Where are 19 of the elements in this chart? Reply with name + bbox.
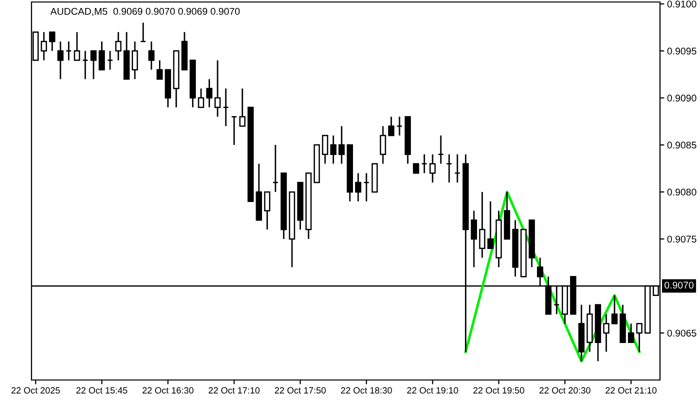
y-tick-label: 0.9100 <box>667 0 696 8</box>
x-tick-label: 22 Oct 15:45 <box>76 387 128 394</box>
x-tick-label: 22 Oct 18:30 <box>341 387 392 394</box>
y-tick-label: 0.9090 <box>667 94 696 102</box>
ref-line-label: 0.9070 <box>664 282 694 289</box>
y-tick-label: 0.9065 <box>667 330 696 337</box>
x-tick-label: 22 Oct 19:50 <box>473 387 524 394</box>
y-tick-label: 0.9080 <box>667 188 696 196</box>
x-tick-label: 22 Oct 21:10 <box>606 387 657 394</box>
x-tick-label: 22 Oct 20:30 <box>540 387 590 394</box>
y-tick-label: 0.9095 <box>667 48 696 55</box>
x-tick-label: 22 Oct 17:50 <box>274 387 326 394</box>
x-tick-label: 22 Oct 16:30 <box>142 387 194 394</box>
y-tick-label: 0.9085 <box>667 142 696 149</box>
y-tick-label: 0.9075 <box>667 236 696 243</box>
x-tick-label: 22 Oct 17:10 <box>208 387 260 394</box>
text: AUDCAD,M5 0.9069 0.9070 0.9069 0.9070 <box>50 8 240 16</box>
x-tick-label: 22 Oct 2025 <box>12 387 60 394</box>
x-tick-label: 22 Oct 19:10 <box>407 387 458 394</box>
